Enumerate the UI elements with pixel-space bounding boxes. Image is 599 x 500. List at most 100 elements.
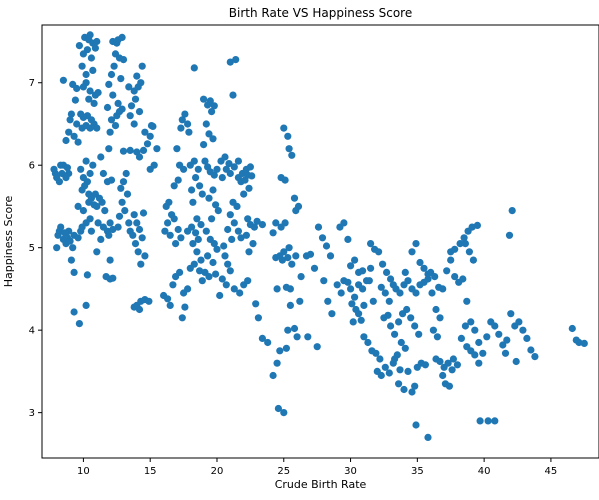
data-point (244, 277, 252, 285)
chart-title: Birth Rate VS Happiness Score (229, 6, 412, 20)
data-point (208, 108, 216, 116)
data-point (218, 275, 226, 283)
data-point (397, 338, 405, 347)
data-point (114, 99, 122, 107)
data-point (119, 178, 128, 186)
data-point (174, 225, 182, 234)
data-point (475, 338, 483, 347)
data-point (53, 244, 61, 252)
data-point (137, 260, 145, 268)
data-point (471, 326, 479, 334)
data-point (403, 305, 411, 314)
data-point (387, 275, 395, 283)
data-point (347, 262, 355, 270)
data-point (461, 322, 469, 330)
data-point (106, 219, 114, 227)
data-point (320, 277, 328, 285)
data-point (376, 355, 384, 363)
data-point (401, 268, 409, 276)
data-point (115, 212, 124, 220)
data-point (61, 229, 69, 237)
data-point (170, 215, 178, 223)
data-point (439, 371, 447, 380)
data-point (344, 235, 352, 243)
data-point (143, 140, 152, 148)
data-point (89, 66, 97, 74)
y-tick-label: 7 (29, 78, 35, 89)
data-point (254, 314, 262, 322)
data-point (221, 153, 229, 161)
data-point (170, 182, 178, 190)
data-point (333, 281, 341, 289)
data-point (188, 223, 196, 231)
data-point (188, 186, 196, 194)
data-point (284, 254, 292, 262)
data-point (189, 240, 197, 248)
data-point (146, 132, 154, 140)
data-point (193, 215, 201, 223)
data-point (457, 334, 465, 342)
data-point (205, 194, 213, 202)
data-point (174, 176, 182, 184)
data-point (436, 357, 444, 366)
data-point (139, 209, 148, 217)
data-point (75, 320, 83, 328)
data-point (297, 273, 305, 281)
data-point (131, 240, 140, 248)
data-point (177, 234, 185, 242)
data-point (348, 300, 356, 308)
data-point (461, 240, 469, 248)
data-point (89, 161, 97, 169)
data-point (224, 225, 232, 234)
data-point (67, 110, 75, 118)
data-point (396, 366, 404, 374)
data-point (318, 234, 327, 242)
data-point (367, 240, 375, 248)
data-point (277, 223, 285, 231)
data-point (95, 194, 103, 202)
data-point (91, 44, 99, 52)
data-point (328, 310, 336, 318)
data-point (70, 268, 78, 276)
data-point (415, 330, 423, 338)
data-point (269, 371, 277, 380)
data-point (180, 165, 188, 173)
data-point (62, 174, 70, 182)
data-point (408, 388, 416, 396)
data-point (463, 297, 471, 305)
data-point (385, 297, 393, 305)
data-point (391, 355, 399, 363)
data-point (253, 217, 261, 225)
data-point (491, 322, 499, 330)
data-point (141, 128, 149, 136)
data-point (193, 248, 201, 256)
data-point (190, 64, 198, 72)
data-point (107, 116, 116, 124)
data-point (210, 171, 218, 179)
data-point (372, 349, 380, 357)
data-point (77, 165, 85, 173)
data-point (244, 215, 252, 223)
data-point (443, 267, 451, 275)
data-point (109, 91, 117, 99)
data-point (220, 242, 228, 250)
data-point (178, 116, 186, 124)
data-point (248, 172, 256, 180)
y-tick-label: 6 (29, 161, 35, 172)
data-point (129, 231, 137, 239)
data-point (103, 103, 112, 112)
data-point (351, 293, 359, 301)
data-point (232, 56, 240, 64)
data-point (133, 219, 141, 227)
data-point (288, 260, 296, 268)
data-point (212, 270, 220, 278)
data-point (355, 310, 363, 318)
data-point (79, 207, 87, 215)
data-point (114, 223, 122, 231)
data-point (453, 361, 461, 369)
data-point (126, 146, 134, 154)
data-point (123, 190, 132, 198)
data-point (189, 198, 197, 206)
data-point (85, 95, 93, 103)
data-point (210, 102, 218, 110)
